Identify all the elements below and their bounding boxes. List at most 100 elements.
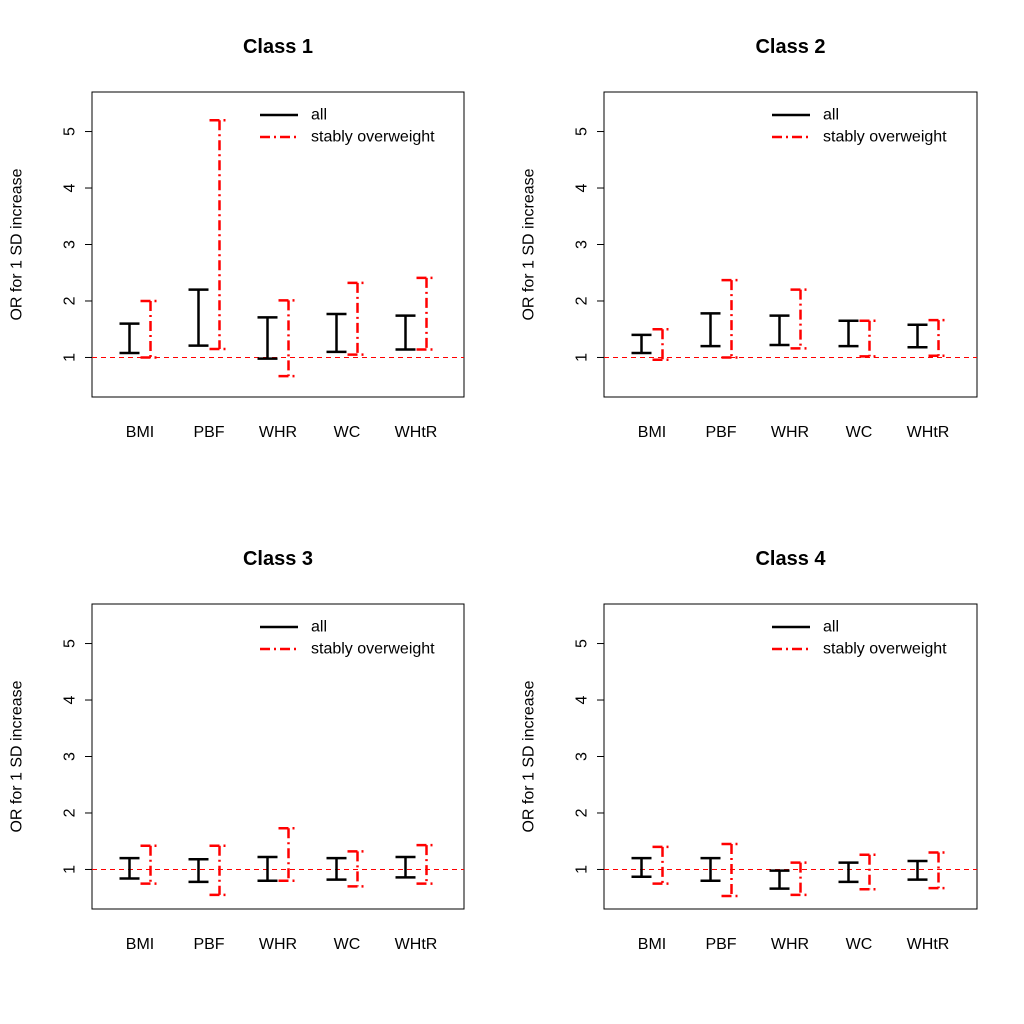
y-tick-label: 1 [62,353,79,362]
errorbar-all-wc [326,856,347,881]
y-tick-label: 5 [574,127,591,136]
legend-label: all [311,107,327,124]
errorbar-stably-overweight-whr [790,288,811,350]
x-category-label: WC [846,424,873,441]
errorbar-all-whtr [395,314,416,351]
legend-label: stably overweight [823,129,947,146]
chart-panel-3: Class 3 1 2 3 4 5 OR for 1 SD increase BMI PBF WH… [9,548,465,953]
legend: all stably overweight [772,619,947,658]
errorbar-stably-overweight-pbf [209,118,230,351]
x-category-label: WHtR [907,936,950,953]
errorbar-stably-overweight-bmi [140,844,161,885]
y-tick-label: 5 [574,639,591,648]
y-tick-label: 3 [62,240,79,249]
y-tick-label: 4 [62,695,79,704]
y-tick-label: 3 [574,752,591,761]
y-tick-label: 1 [574,353,591,362]
y-tick-label: 4 [574,183,591,192]
x-category-label: PBF [705,936,736,953]
errorbar-all-pbf [700,312,721,348]
errorbar-all-wc [838,319,859,348]
errorbar-stably-overweight-whtr [416,843,437,885]
y-tick-label: 2 [574,296,591,305]
y-tick-label: 3 [62,752,79,761]
errorbar-all-whtr [395,855,416,879]
errorbar-stably-overweight-wc [347,281,368,356]
legend-label: stably overweight [823,641,947,658]
x-category-label: WHtR [395,936,438,953]
chart-title: Class 4 [755,548,826,570]
errorbar-stably-overweight-whr [790,861,811,897]
errorbar-all-whr [257,855,278,883]
errorbar-stably-overweight-whr [278,299,299,378]
legend-label: all [311,619,327,636]
x-category-label: BMI [126,424,154,441]
x-category-label: PBF [193,424,224,441]
x-category-label: WHtR [395,424,438,441]
legend-label: all [823,619,839,636]
errorbar-all-whr [257,316,278,360]
y-tick-label: 1 [574,865,591,874]
errorbar-stably-overweight-pbf [721,278,742,359]
errorbar-all-whr [769,314,790,347]
errorbar-all-whtr [907,859,928,881]
legend-label: stably overweight [311,641,435,658]
errorbar-stably-overweight-bmi [652,845,673,885]
x-category-label: WC [334,936,361,953]
chart-panel-1: Class 1 1 2 3 4 5 OR for 1 SD increase BMI PBF WH… [9,36,465,441]
errorbar-stably-overweight-pbf [721,842,742,898]
x-category-label: WHR [259,424,297,441]
errorbar-all-whr [769,869,790,890]
legend: all stably overweight [260,619,435,658]
y-axis-label: OR for 1 SD increase [521,680,538,832]
x-category-label: WC [334,424,361,441]
errorbar-all-pbf [188,858,209,884]
chart-title: Class 2 [755,36,825,58]
y-tick-label: 4 [574,695,591,704]
y-tick-label: 5 [62,639,79,648]
legend-label: all [823,107,839,124]
y-tick-label: 1 [62,865,79,874]
legend: all stably overweight [260,107,435,146]
errorbar-stably-overweight-wc [347,850,368,888]
legend-label: stably overweight [311,129,435,146]
errorbar-stably-overweight-wc [859,319,880,358]
x-category-label: WHR [259,936,297,953]
errorbar-stably-overweight-bmi [652,327,673,361]
errorbar-all-bmi [631,856,652,879]
y-tick-label: 2 [62,808,79,817]
x-category-label: BMI [638,424,666,441]
x-category-label: BMI [638,936,666,953]
errorbar-all-pbf [700,856,721,883]
errorbar-stably-overweight-whr [278,826,299,883]
x-category-label: PBF [705,424,736,441]
errorbar-all-whtr [907,323,928,349]
errorbar-all-pbf [188,288,209,347]
errorbar-all-wc [838,861,859,884]
x-category-label: WHR [771,424,809,441]
x-category-label: BMI [126,936,154,953]
x-category-label: PBF [193,936,224,953]
chart-panel-4: Class 4 1 2 3 4 5 OR for 1 SD increase BMI PBF WH… [521,548,978,953]
y-tick-label: 5 [62,127,79,136]
legend: all stably overweight [772,107,947,146]
y-tick-label: 4 [62,183,79,192]
y-axis-label: OR for 1 SD increase [9,168,26,320]
errorbar-all-bmi [119,322,140,355]
y-axis-label: OR for 1 SD increase [521,168,538,320]
chart-title: Class 3 [243,548,313,570]
y-tick-label: 2 [62,296,79,305]
x-category-label: WC [846,936,873,953]
y-axis-label: OR for 1 SD increase [9,680,26,832]
errorbar-all-bmi [119,856,140,880]
chart-panel-2: Class 2 1 2 3 4 5 OR for 1 SD increase BMI PBF WH… [521,36,978,441]
y-tick-label: 2 [574,808,591,817]
errorbar-stably-overweight-bmi [140,299,161,359]
errorbar-stably-overweight-pbf [209,844,230,897]
x-category-label: WHR [771,936,809,953]
errorbar-stably-overweight-whtr [928,851,949,890]
errorbar-stably-overweight-whtr [416,276,437,351]
errorbar-all-bmi [631,333,652,355]
y-tick-label: 3 [574,240,591,249]
